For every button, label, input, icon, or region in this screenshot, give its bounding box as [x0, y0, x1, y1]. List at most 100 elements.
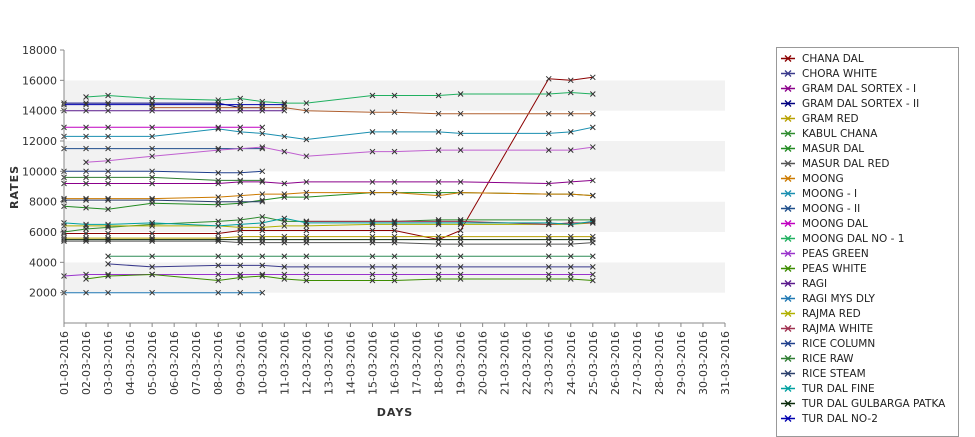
data-point [391, 227, 398, 234]
series-line [64, 179, 593, 185]
data-point [303, 189, 310, 196]
x-tick-label: 28-03-2016 [653, 331, 666, 395]
data-point [303, 277, 310, 284]
data-point [281, 264, 288, 270]
grid-band [64, 110, 725, 141]
data-point [259, 168, 266, 175]
data-point [391, 253, 398, 260]
data-point [281, 133, 288, 140]
data-point [281, 223, 288, 229]
data-point [105, 157, 111, 164]
x-tick-label: 31-03-2016 [719, 331, 732, 395]
data-point [281, 271, 288, 278]
legend-marker-icon [781, 85, 795, 92]
legend-item: CHANA DAL [781, 51, 864, 66]
data-point [391, 92, 398, 99]
legend-label: RAJMA RED [802, 307, 861, 320]
x-tick-label: 26-03-2016 [609, 331, 622, 395]
data-point [567, 253, 574, 260]
legend-item: GRAM DAL SORTEX - II [781, 96, 919, 111]
data-point [259, 213, 266, 220]
y-tick-label: 12000 [22, 135, 57, 148]
legend-item: TUR DAL NO-2 [781, 411, 878, 426]
data-point [83, 145, 89, 152]
legend-item: TUR DAL FINE [781, 381, 875, 396]
legend-item: RICE COLUMN [781, 336, 875, 351]
legend-item: PEAS WHITE [781, 261, 867, 276]
data-point [545, 253, 552, 260]
data-point [83, 276, 89, 282]
grid-band [64, 201, 725, 232]
data-point [259, 144, 266, 150]
x-tick-label: 15-03-2016 [366, 331, 379, 395]
x-tick-label: 18-03-2016 [433, 331, 446, 395]
legend-marker-icon [781, 145, 795, 152]
x-tick-label: 16-03-2016 [389, 331, 402, 395]
data-point [83, 289, 89, 296]
data-point [435, 129, 442, 135]
data-point [83, 204, 89, 211]
legend-item: MASUR DAL [781, 141, 864, 156]
legend-marker-icon [781, 160, 795, 167]
data-point [149, 271, 155, 278]
data-point [281, 148, 288, 155]
data-point [215, 97, 222, 103]
data-point [259, 262, 266, 269]
data-point [435, 271, 442, 278]
data-point [369, 227, 376, 234]
data-point [545, 220, 552, 226]
data-point [215, 124, 222, 131]
data-point [435, 147, 442, 153]
x-tick-label: 12-03-2016 [300, 331, 313, 395]
data-point [83, 230, 89, 237]
data-point [215, 198, 222, 205]
data-point [457, 189, 464, 196]
data-point [259, 289, 266, 296]
data-point [259, 253, 266, 260]
legend-marker-icon [781, 175, 795, 182]
data-point [237, 177, 244, 184]
legend-marker-icon [781, 370, 795, 377]
legend-label: RAJMA WHITE [802, 322, 874, 335]
data-point [545, 147, 552, 153]
data-point [567, 110, 574, 117]
data-point [545, 130, 552, 137]
data-point [545, 241, 552, 247]
data-point [391, 277, 398, 284]
data-point [567, 129, 574, 135]
legend-marker-icon [781, 400, 795, 407]
legend-label: TUR DAL FINE [802, 382, 875, 395]
data-point [83, 107, 89, 114]
data-point [391, 148, 398, 155]
series-moong-dal [61, 124, 266, 131]
data-point [237, 129, 244, 135]
grid-band [64, 292, 725, 323]
legend-label: TUR DAL GULBARGA PATKA [802, 397, 946, 410]
data-point [281, 180, 288, 187]
x-tick-label: 09-03-2016 [234, 331, 247, 395]
data-point [149, 145, 155, 152]
series-unlabeled-27 [105, 253, 596, 260]
data-point [391, 220, 398, 226]
y-tick-label: 14000 [22, 105, 57, 118]
x-tick-label: 19-03-2016 [455, 331, 468, 395]
data-point [237, 253, 244, 260]
legend-label: MASUR DAL RED [802, 157, 890, 170]
data-point [589, 264, 596, 270]
legend-item: MASUR DAL RED [781, 156, 890, 171]
data-point [369, 148, 376, 155]
data-point [215, 177, 222, 184]
data-point [149, 264, 155, 270]
legend-marker-icon [781, 205, 795, 212]
data-point [215, 262, 222, 269]
legend-label: RAGI MYS DLY [802, 292, 875, 305]
data-point [259, 224, 266, 231]
data-point [237, 95, 244, 102]
x-tick-label: 03-03-2016 [102, 331, 115, 395]
data-point [303, 227, 310, 234]
series-line [108, 263, 593, 268]
data-point [83, 124, 89, 131]
data-point [237, 221, 244, 228]
data-point [457, 241, 464, 247]
series-tur-dal-gulbarga-patka [61, 236, 596, 243]
